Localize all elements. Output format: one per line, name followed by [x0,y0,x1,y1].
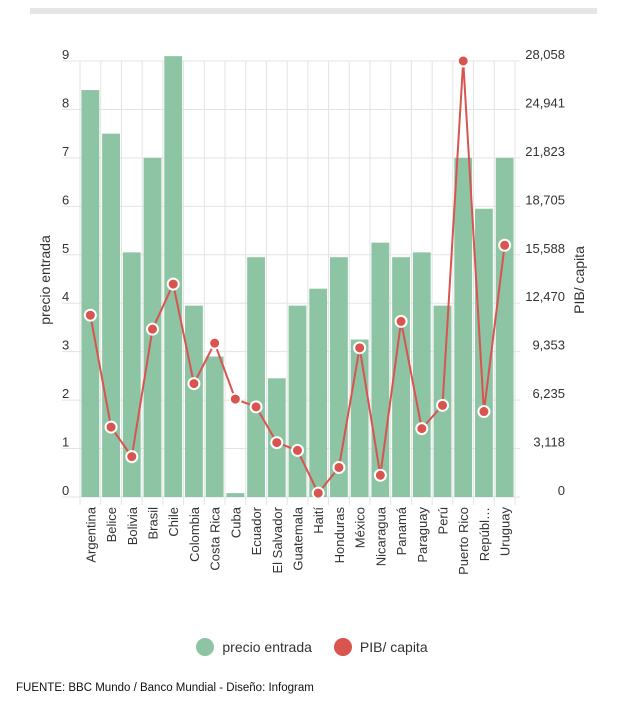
left-tick-label: 6 [62,192,69,207]
legend-item-precio[interactable]: precio entrada [196,638,312,656]
left-tick-label: 5 [62,241,69,256]
line-point [104,420,118,434]
right-axis-ticks: 0 3,118 6,235 9,353 12,470 15,588 18,705 21,823… [525,47,565,498]
x-tick-label: Brasil [146,507,161,540]
bar [412,252,431,497]
x-axis-ticks: Argentina Belice Bolivia Brasil Chile Colombi… [83,506,512,575]
bar [164,56,183,498]
right-axis-title: PIB/ capita [571,246,587,314]
bar [226,493,245,497]
right-tick-label: 6,235 [532,386,565,401]
legend-item-pib[interactable]: PIB/ capita [333,638,428,656]
legend-swatch-green [196,638,215,656]
x-tick-label: México [353,507,368,548]
left-tick-label: 9 [62,47,69,62]
line-point [270,436,284,450]
x-tick-label: Honduras [332,507,347,564]
source-note: FUENTE: BBC Mundo / Banco Mundial - Dise… [16,682,314,694]
x-tick-label: Repúbl… [477,507,492,561]
x-tick-label: Colombia [187,506,202,562]
line-point [456,54,470,68]
line-point [291,443,304,457]
bar-series [81,56,514,498]
x-tick-label: Ecuador [249,506,264,555]
bar [185,305,203,497]
right-tick-label: 0 [558,483,565,498]
left-tick-label: 1 [62,435,69,450]
x-tick-label: Costa Rica [208,506,223,570]
right-tick-label: 9,353 [532,338,565,353]
bar [102,133,120,497]
left-axis-title: precio entrada [37,235,53,325]
x-tick-label: Guatemala [291,506,306,570]
x-tick-label: Panamá [394,506,409,555]
x-tick-label: Argentina [83,506,98,562]
x-tick-label: Belice [104,507,119,542]
line-point [498,238,512,252]
x-tick-label: Nicaragua [373,506,388,566]
line-series [83,54,512,500]
grid-lines [62,60,520,505]
line-point [166,277,180,291]
bar [205,356,224,497]
left-axis-ticks: 0 1 2 3 4 5 6 7 8 9 [62,47,69,498]
line-point [477,405,491,419]
left-tick-label: 3 [62,338,69,353]
left-tick-label: 4 [62,289,69,304]
x-tick-label: Uruguay [498,507,513,557]
right-tick-label: 12,470 [525,289,565,304]
bar [81,90,100,498]
right-tick-label: 21,823 [525,144,565,159]
line-point [228,392,242,406]
x-tick-label: Perú [436,507,451,534]
bar [350,339,369,497]
x-tick-label: Bolivia [125,506,140,545]
x-tick-label: Chile [166,507,181,537]
line-point [83,308,97,322]
right-tick-label: 28,058 [525,47,565,62]
bar [288,305,307,497]
bar [309,288,328,497]
line-point [353,341,367,355]
right-tick-label: 18,705 [525,192,565,207]
bar [475,208,493,497]
line-point [394,314,408,328]
line-point [332,460,346,474]
left-tick-label: 0 [62,483,69,498]
line-point [187,377,201,391]
legend-label: PIB/ capita [359,639,428,655]
line-point [249,400,263,414]
left-tick-label: 8 [62,95,69,110]
bar [392,257,410,497]
x-tick-label: Puerto Rico [456,507,471,575]
x-tick-label: El Salvador [270,506,285,573]
right-tick-label: 3,118 [533,435,565,450]
right-tick-label: 24,941 [525,95,565,110]
bar [247,257,265,497]
line-point [208,336,222,350]
legend-label: precio entrada [222,639,312,655]
bar [371,242,390,497]
line-point [311,486,325,500]
line-point [436,398,449,412]
legend-swatch-red [333,638,352,656]
x-tick-label: Haití [311,507,326,534]
combo-chart: 0 1 2 3 4 5 6 7 8 9 0 3,118 6,235 9,353 12,470 15,588 1… [37,47,587,575]
top-divider-bar [30,8,597,14]
left-tick-label: 2 [62,386,69,401]
x-tick-label: Cuba [228,506,243,538]
legend: precio entrada PIB/ capita [0,634,624,660]
line-point [415,422,429,436]
x-tick-label: Paraguay [415,507,430,563]
line-point [146,322,159,336]
right-tick-label: 15,588 [525,241,565,256]
bar [495,157,514,497]
bar [454,157,473,497]
bar [122,252,141,497]
left-tick-label: 7 [62,144,69,159]
line-point [125,450,139,464]
line-point [373,468,387,482]
